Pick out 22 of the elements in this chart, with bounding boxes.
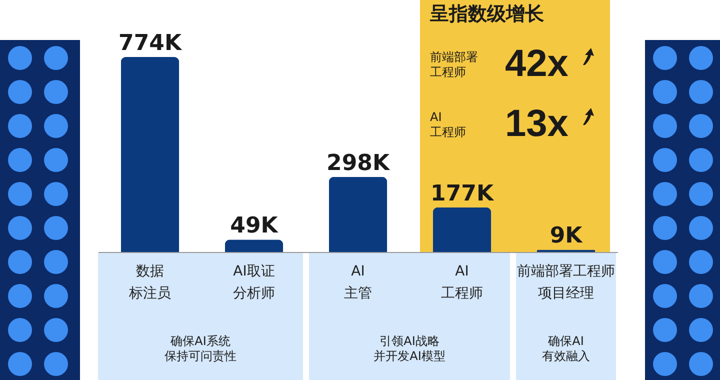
annotation: 13x xyxy=(505,102,568,147)
data-label: 49K xyxy=(230,214,279,239)
x-tick-label: AI工程师 xyxy=(441,264,483,302)
bar xyxy=(224,240,284,252)
annotation: 42x xyxy=(505,42,568,87)
data-label: 177K xyxy=(430,181,494,206)
data-label: 298K xyxy=(326,150,390,176)
text: 呈指数级增长 xyxy=(430,2,545,26)
text: 确保AI系统保持可问责性 xyxy=(164,334,238,364)
bar xyxy=(328,176,388,252)
text: 引领AI战略并开发AI模型 xyxy=(372,334,446,364)
text: 确保AI有效融入 xyxy=(541,334,591,364)
x-tick-label: 前端部署工程师项目经理 xyxy=(517,264,615,302)
annotation: AI工程师 xyxy=(430,110,467,140)
x-tick-label: AI主管 xyxy=(344,264,372,302)
bar xyxy=(120,57,180,252)
bar xyxy=(432,207,492,252)
annotation: 前端部署工程师 xyxy=(430,50,479,80)
x-tick-label: AI取证分析师 xyxy=(233,264,275,302)
data-label: 9K xyxy=(550,224,584,249)
x-tick-label: 数据标注员 xyxy=(128,264,171,302)
data-label: 774K xyxy=(118,31,182,56)
